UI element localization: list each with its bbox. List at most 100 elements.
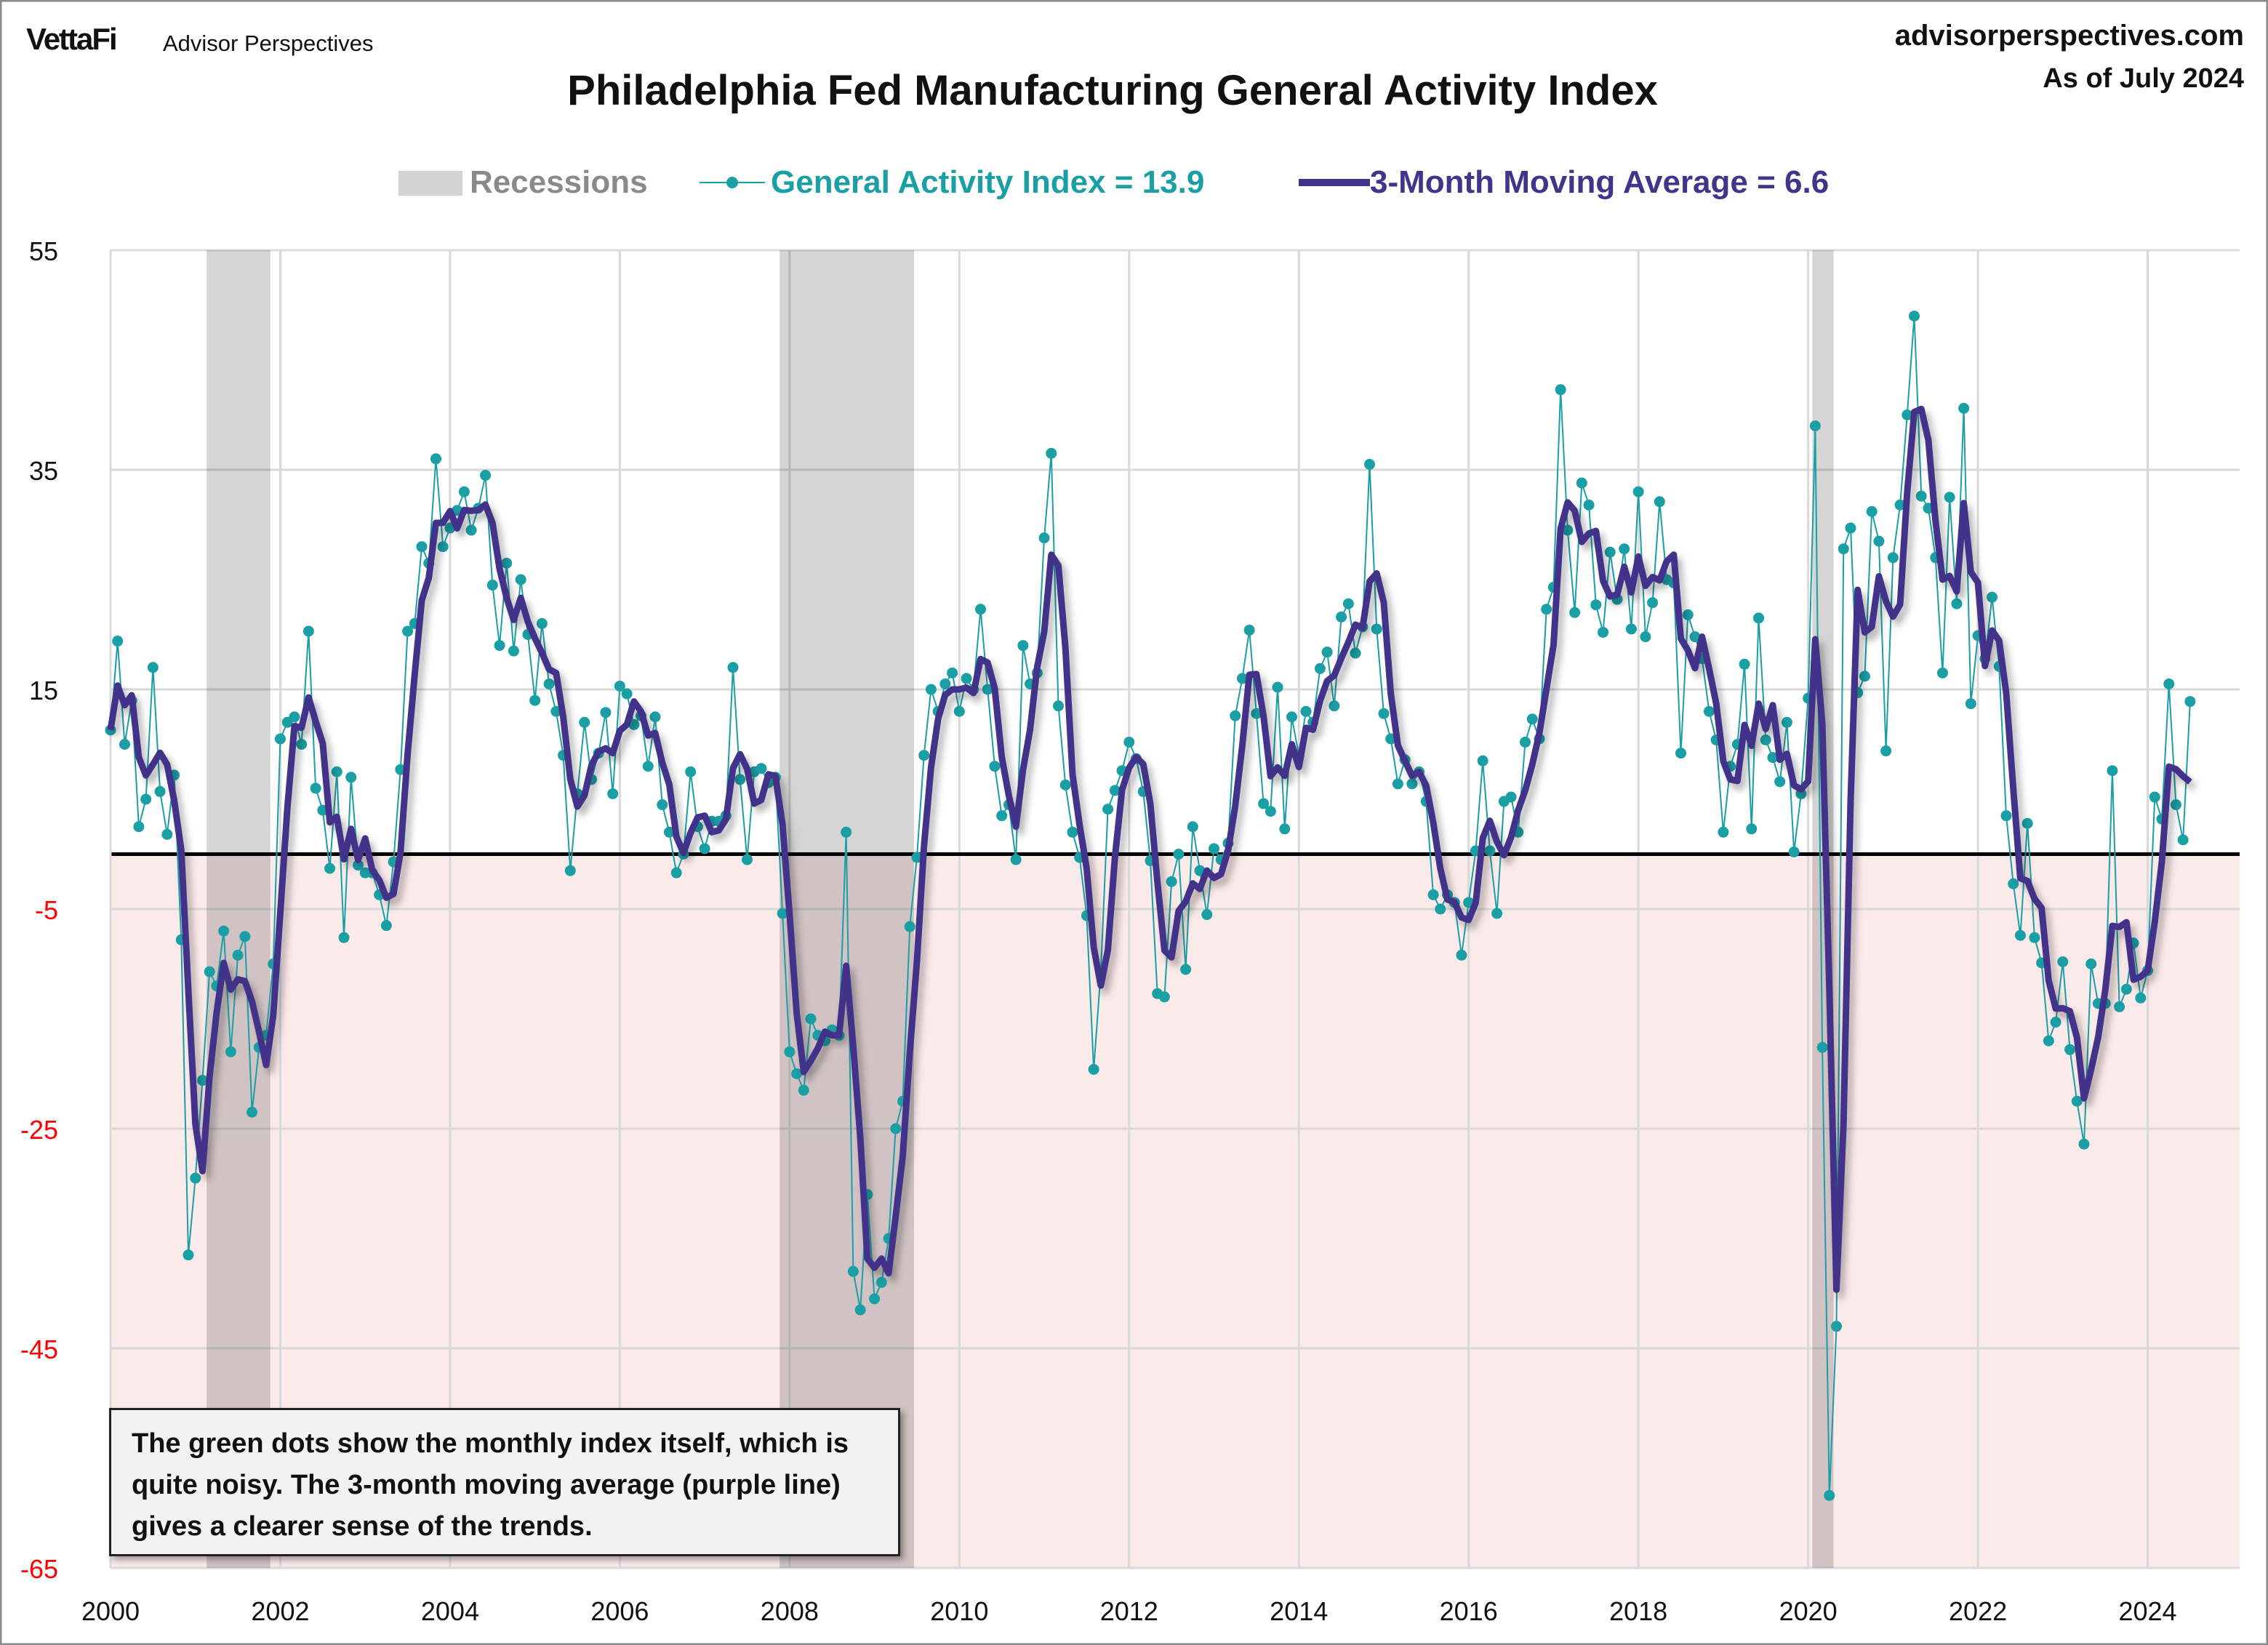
- index-data-point: [501, 557, 513, 569]
- index-data-point: [982, 684, 993, 695]
- index-data-point: [1965, 698, 1976, 710]
- x-tick-label: 2018: [1609, 1596, 1667, 1626]
- index-data-point: [869, 1293, 881, 1305]
- index-data-point: [345, 772, 357, 783]
- index-data-point: [437, 541, 449, 553]
- index-data-point: [1562, 524, 1574, 536]
- index-data-point: [2149, 791, 2160, 803]
- index-data-point: [1902, 409, 1913, 420]
- index-data-point: [338, 932, 350, 943]
- index-data-point: [1180, 964, 1192, 975]
- x-tick-label: 2024: [2118, 1596, 2176, 1626]
- index-data-point: [784, 1046, 796, 1057]
- recession-band: [207, 250, 271, 1568]
- index-data-point: [1286, 711, 1298, 723]
- index-data-point: [989, 761, 1001, 772]
- index-data-point: [1321, 647, 1333, 658]
- index-data-point: [1336, 611, 1347, 623]
- index-data-point: [841, 826, 852, 838]
- legend-recessions-label: Recessions: [470, 164, 648, 200]
- index-data-point: [1059, 779, 1071, 791]
- index-data-point: [1816, 1041, 1828, 1053]
- index-data-point: [1887, 552, 1899, 564]
- index-data-point: [1788, 846, 1800, 857]
- index-data-point: [1265, 806, 1276, 817]
- index-data-point: [1017, 640, 1029, 652]
- index-data-point: [1689, 631, 1701, 643]
- index-data-point: [331, 766, 342, 777]
- index-data-point: [600, 707, 612, 719]
- index-data-point: [1915, 490, 1927, 502]
- index-data-point: [1760, 734, 1771, 745]
- y-tick-label: 15: [29, 676, 58, 705]
- index-data-point: [1350, 647, 1361, 659]
- index-data-point: [1243, 624, 1255, 636]
- index-data-point: [939, 678, 951, 689]
- index-data-point: [1272, 681, 1283, 693]
- y-tick-label: -65: [20, 1554, 58, 1584]
- x-tick-label: 2016: [1440, 1596, 1498, 1626]
- index-data-point: [465, 524, 477, 536]
- index-data-point: [649, 711, 661, 723]
- index-data-point: [486, 580, 498, 591]
- index-data-point: [657, 799, 668, 811]
- index-data-point: [1435, 903, 1446, 915]
- index-data-point: [2107, 765, 2118, 777]
- index-data-point: [1520, 736, 1531, 748]
- index-data-point: [1569, 607, 1581, 618]
- index-data-point: [734, 774, 746, 785]
- index-data-point: [416, 541, 428, 553]
- site-url[interactable]: advisorperspectives.com: [1895, 20, 2244, 52]
- index-data-point: [1866, 505, 1878, 517]
- index-data-point: [1590, 599, 1602, 611]
- index-data-point: [302, 625, 314, 637]
- index-data-point: [805, 1013, 817, 1025]
- index-data-point: [663, 826, 675, 838]
- index-data-point: [2114, 1001, 2125, 1012]
- index-data-point: [1774, 776, 1786, 788]
- index-data-point: [133, 821, 145, 833]
- brand-logo: VettaFi: [26, 22, 116, 56]
- index-data-point: [2120, 983, 2132, 995]
- index-data-point: [1703, 705, 1715, 717]
- index-data-point: [1258, 798, 1270, 809]
- index-data-point: [1746, 823, 1758, 835]
- index-data-point: [1598, 626, 1609, 638]
- index-data-point: [925, 684, 937, 695]
- index-data-point: [1406, 778, 1418, 790]
- index-data-point: [1102, 804, 1114, 815]
- index-data-point: [1314, 663, 1326, 674]
- index-data-point: [225, 1046, 236, 1057]
- index-data-point: [1845, 522, 1856, 534]
- index-data-point: [402, 625, 414, 637]
- index-data-point: [480, 470, 492, 481]
- index-data-point: [239, 931, 251, 942]
- index-data-point: [508, 645, 519, 657]
- y-tick-label: -5: [35, 895, 58, 925]
- y-tick-label: -45: [20, 1334, 58, 1364]
- index-data-point: [1158, 991, 1170, 1003]
- as-of-date: As of July 2024: [2043, 63, 2244, 94]
- index-data-point: [2170, 799, 2181, 811]
- index-data-point: [2163, 678, 2175, 689]
- index-data-point: [1647, 597, 1659, 609]
- index-data-point: [1491, 908, 1503, 919]
- index-data-point: [2008, 878, 2019, 889]
- index-data-point: [232, 949, 244, 961]
- x-tick-label: 2012: [1100, 1596, 1158, 1626]
- index-data-point: [1201, 909, 1213, 921]
- index-data-point: [1427, 889, 1439, 900]
- index-data-point: [1329, 700, 1340, 712]
- x-tick-label: 2022: [1949, 1596, 2007, 1626]
- index-data-point: [1880, 745, 1892, 757]
- index-data-point: [1088, 1063, 1099, 1075]
- index-data-point: [536, 617, 548, 629]
- index-data-point: [642, 761, 654, 772]
- index-data-point: [2000, 810, 2012, 822]
- index-data-point: [204, 966, 215, 977]
- index-data-point: [494, 640, 505, 652]
- index-data-point: [791, 1068, 803, 1079]
- index-data-point: [847, 1265, 859, 1277]
- index-data-point: [324, 862, 336, 874]
